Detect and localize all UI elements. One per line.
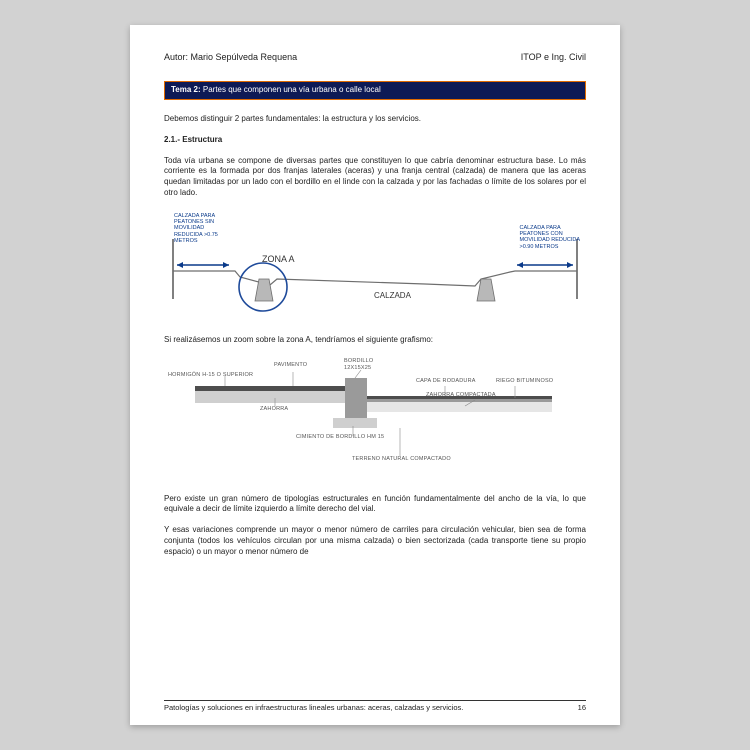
page-footer: Patologías y soluciones en infraestructu… xyxy=(164,700,586,713)
d2-pavimento: PAVIMENTO xyxy=(274,362,307,369)
paragraph-3: Pero existe un gran número de tipologías… xyxy=(164,494,586,516)
d2-terreno: TERRENO NATURAL COMPACTADO xyxy=(352,456,451,463)
banner-bold: Tema 2: xyxy=(171,85,201,94)
paragraph-2: Si realizásemos un zoom sobre la zona A,… xyxy=(164,335,586,346)
d2-capa: CAPA DE RODADURA xyxy=(416,378,476,385)
d2-hormigon: HORMIGÓN H-15 O SUPERIOR xyxy=(168,372,253,379)
author-label: Autor: Mario Sepúlveda Requena xyxy=(164,51,297,63)
d1-calzada-label: CALZADA xyxy=(374,291,411,302)
intro-paragraph: Debemos distinguir 2 partes fundamentale… xyxy=(164,114,586,125)
footer-text: Patologías y soluciones en infraestructu… xyxy=(164,703,463,713)
diagram-zoom-detail: HORMIGÓN H-15 O SUPERIOR PAVIMENTO BORDI… xyxy=(164,356,586,486)
d2-zahorra: ZAHORRA xyxy=(260,406,288,413)
topic-banner: Tema 2: Partes que componen una vía urba… xyxy=(164,81,586,100)
d2-cimiento: CIMIENTO DE BORDILLO HM 15 xyxy=(296,434,384,441)
d2-riego: RIEGO BITUMINOSO xyxy=(496,378,553,385)
d1-zona-label: ZONA A xyxy=(262,253,295,265)
document-page: Autor: Mario Sepúlveda Requena ITOP e In… xyxy=(130,25,620,725)
subheading: 2.1.- Estructura xyxy=(164,135,586,146)
d1-left-label: CALZADA PARA PEATONES SIN MOVILIDAD REDU… xyxy=(174,213,218,245)
page-header: Autor: Mario Sepúlveda Requena ITOP e In… xyxy=(164,51,586,63)
header-right: ITOP e Ing. Civil xyxy=(521,51,586,63)
d1-right-label: CALZADA PARA PEATONES CON MOVILIDAD REDU… xyxy=(519,225,580,250)
banner-text: Partes que componen una vía urbana o cal… xyxy=(201,85,381,94)
footer-page: 16 xyxy=(578,703,586,713)
paragraph-4: Y esas variaciones comprende un mayor o … xyxy=(164,525,586,557)
d2-zahorra-comp: ZAHORRA COMPACTADA xyxy=(426,392,496,399)
diagram-cross-section: CALZADA PARA PEATONES SIN MOVILIDAD REDU… xyxy=(164,209,586,329)
paragraph-1: Toda vía urbana se compone de diversas p… xyxy=(164,156,586,199)
d2-bordillo: BORDILLO 12X15X25 xyxy=(344,358,373,373)
